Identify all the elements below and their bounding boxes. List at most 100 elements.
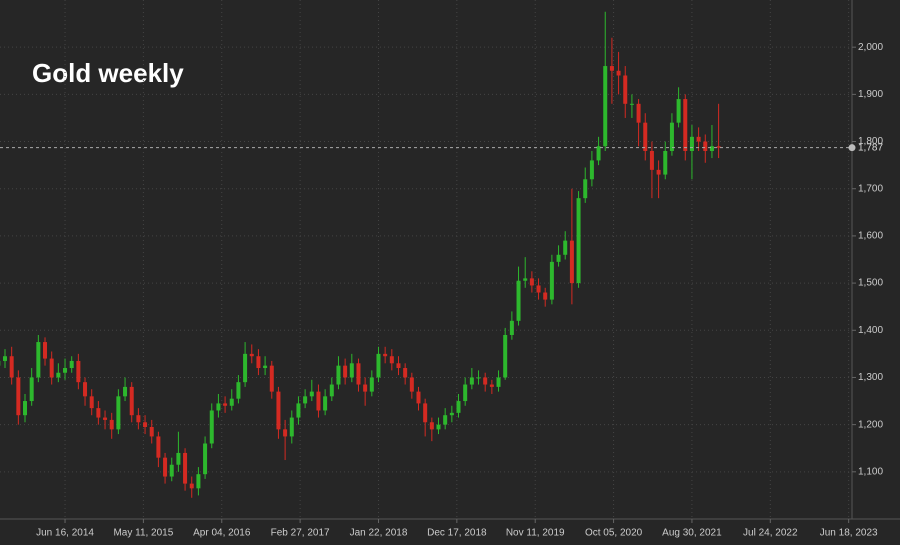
candle-body (236, 382, 241, 399)
candle-body (683, 99, 688, 151)
chart-title: Gold weekly (32, 58, 184, 88)
candle-body (643, 122, 648, 151)
candle-body (456, 401, 461, 413)
price-marker (848, 144, 856, 152)
candle-body (383, 353, 388, 357)
candle-body (529, 278, 534, 286)
candle-body (709, 146, 714, 151)
x-tick-label: Jun 18, 2023 (820, 528, 878, 539)
candle-body (523, 278, 528, 281)
candle-body (463, 384, 468, 402)
candle-body (229, 398, 234, 406)
candle-body (296, 403, 301, 418)
candle-body (583, 179, 588, 199)
candle-body (476, 377, 481, 379)
candle-body (596, 146, 601, 161)
candle-body (443, 415, 448, 425)
candle-body (183, 452, 188, 484)
candle-body (69, 360, 74, 369)
candle-body (676, 99, 681, 123)
x-tick-label: Nov 11, 2019 (506, 528, 565, 539)
x-tick-label: Feb 27, 2017 (271, 528, 330, 539)
candle-body (103, 417, 108, 420)
candle-body (696, 136, 701, 142)
candle-body (189, 483, 194, 489)
candle-body (409, 377, 414, 392)
candle-body (509, 320, 514, 335)
candle-body (343, 365, 348, 378)
candle-body (449, 412, 454, 416)
candle-body (263, 365, 268, 369)
candle-body (576, 198, 581, 284)
candle-body (423, 403, 428, 423)
candle-body (143, 422, 148, 427)
y-tick-label: 1,600 (858, 231, 883, 242)
candle-body (149, 426, 154, 437)
candle-body (616, 70, 621, 76)
candle-body (303, 396, 308, 404)
candle-body (36, 342, 41, 378)
candle-body (703, 141, 708, 151)
candle-body (123, 386, 128, 397)
candle-body (389, 356, 394, 364)
candle-body (23, 401, 28, 416)
candle-body (496, 377, 501, 387)
candle-body (223, 403, 228, 406)
candle-body (76, 360, 81, 383)
candle-body (323, 396, 328, 411)
candle-body (43, 342, 48, 359)
candle-body (543, 292, 548, 300)
x-tick-label: Oct 05, 2020 (585, 528, 643, 539)
candle-body (16, 377, 21, 416)
candle-body (29, 377, 34, 402)
candle-body (489, 384, 494, 387)
candle-body (403, 368, 408, 378)
y-tick-label: 1,500 (858, 278, 883, 289)
candle-body (63, 368, 68, 373)
x-tick-label: Apr 04, 2016 (193, 528, 251, 539)
candle-body (89, 396, 94, 409)
candle-body (336, 365, 341, 385)
candle-body (316, 391, 321, 411)
candle-body (256, 356, 261, 369)
candle-body (669, 122, 674, 151)
candle-body (536, 285, 541, 293)
candle-body (516, 280, 521, 321)
candle-body (376, 353, 381, 378)
price-label: 1,787 (858, 142, 883, 153)
y-tick-label: 1,700 (858, 183, 883, 194)
candle-body (589, 160, 594, 180)
candle-body (629, 103, 634, 105)
candle-body (216, 403, 221, 411)
candle-body (129, 386, 134, 416)
candle-body (349, 363, 354, 378)
candle-body (429, 422, 434, 430)
candle-body (623, 75, 628, 104)
candle-body (56, 372, 61, 378)
y-tick-label: 1,800 (858, 136, 883, 147)
y-tick-label: 1,200 (858, 419, 883, 430)
candle-body (283, 429, 288, 437)
candle-body (116, 396, 121, 430)
candle-body (289, 417, 294, 437)
candle-body (689, 136, 694, 151)
candle-body (249, 353, 254, 357)
candle-body (269, 365, 274, 392)
candle-body (369, 377, 374, 392)
candle-body (309, 391, 314, 397)
x-tick-label: Jan 22, 2018 (350, 528, 408, 539)
candle-body (556, 254, 561, 262)
candle-body (436, 424, 441, 430)
candle-body (356, 363, 361, 385)
candle-body (649, 150, 654, 170)
candle-body (663, 150, 668, 175)
candle-body (329, 384, 334, 397)
candle-body (609, 66, 614, 71)
candle-body (243, 353, 248, 383)
x-tick-label: Jun 16, 2014 (36, 528, 94, 539)
candle-body (569, 240, 574, 284)
candle-body (136, 415, 141, 423)
candle-body (276, 391, 281, 430)
x-tick-label: Jul 24, 2022 (743, 528, 798, 539)
